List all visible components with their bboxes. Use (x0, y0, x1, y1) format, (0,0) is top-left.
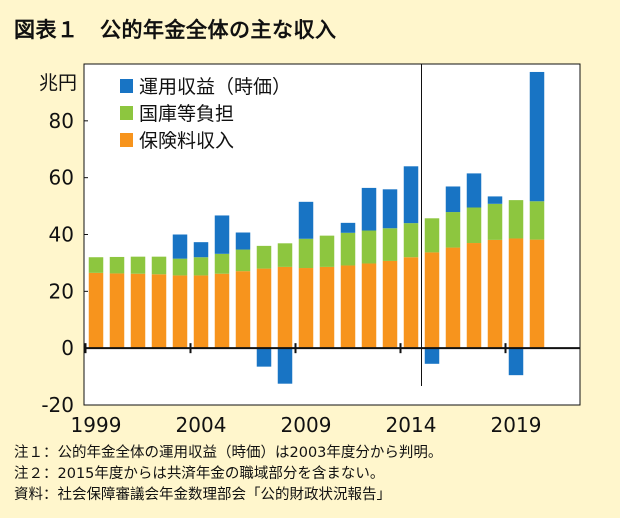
bar-premium-2008 (277, 266, 293, 349)
bar-subsidy-2000 (109, 256, 125, 274)
legend-swatch-premium (120, 133, 133, 147)
bar-investment-2016 (445, 186, 461, 213)
bar-subsidy-2010 (319, 235, 335, 267)
bar-subsidy-1999 (88, 257, 104, 273)
bar-investment-2018 (487, 196, 503, 204)
y-tick-label--20: -20 (41, 393, 74, 417)
legend-label-subsidy: 国庫等負担 (139, 103, 234, 125)
x-tick-label-1999: 1999 (71, 413, 122, 437)
bar-subsidy-2014 (403, 223, 419, 258)
x-tick-label-2004: 2004 (176, 413, 227, 437)
bar-subsidy-2016 (445, 212, 461, 248)
bar-subsidy-2020 (529, 201, 545, 240)
x-tick-label-2014: 2014 (386, 413, 437, 437)
bar-investment-2015 (424, 348, 440, 364)
y-tick-label-20: 20 (49, 279, 74, 303)
bar-subsidy-2007 (256, 245, 272, 269)
bar-investment-2007 (256, 348, 272, 367)
bar-subsidy-2015 (424, 218, 440, 253)
bar-premium-2017 (466, 243, 482, 349)
bar-premium-2019 (508, 238, 524, 349)
bar-subsidy-2011 (340, 232, 356, 266)
bar-premium-2011 (340, 265, 356, 349)
bar-premium-2007 (256, 268, 272, 349)
bar-premium-2016 (445, 247, 461, 349)
legend-swatch-subsidy (120, 106, 133, 120)
bar-subsidy-2019 (508, 200, 524, 239)
bar-subsidy-2002 (151, 256, 167, 275)
x-tick-label-2019: 2019 (491, 413, 542, 437)
legend-label-investment: 運用収益（時価） (139, 76, 291, 98)
bar-investment-2005 (214, 215, 230, 254)
y-tick-label-60: 60 (49, 166, 74, 190)
bar-subsidy-2013 (382, 228, 398, 261)
bar-subsidy-2012 (361, 230, 377, 264)
bar-subsidy-2008 (277, 243, 293, 267)
bar-investment-2017 (466, 173, 482, 208)
bar-subsidy-2005 (214, 253, 230, 274)
bar-premium-2015 (424, 252, 440, 349)
bar-subsidy-2009 (298, 238, 314, 269)
bar-subsidy-2003 (172, 258, 188, 276)
bar-investment-2019 (508, 348, 524, 376)
chart-title: 図表１ 公的年金全体の主な収入 (14, 18, 337, 42)
note-2: 注２：2015年度からは共済年金の職域部分を含まない。 (14, 466, 385, 482)
bar-subsidy-2017 (466, 207, 482, 244)
bar-premium-2005 (214, 273, 230, 349)
bar-premium-2006 (235, 271, 251, 349)
bar-subsidy-2004 (193, 257, 209, 276)
bar-investment-2013 (382, 189, 398, 229)
note-1: 注１：公的年金全体の運用収益（時価）は2003年度分から判明。 (14, 445, 443, 461)
axis-layer: 1999 2004 2009 2014 2019 -20 0 20 40 60 80 兆円 (39, 64, 580, 437)
bar-premium-2002 (151, 274, 167, 349)
bar-premium-2000 (109, 273, 125, 349)
bar-premium-2001 (130, 273, 146, 349)
y-unit-label: 兆円 (39, 72, 77, 94)
y-tick-label-40: 40 (49, 223, 74, 247)
bar-investment-2006 (235, 232, 251, 250)
bar-premium-1999 (88, 272, 104, 349)
bar-investment-2011 (340, 222, 356, 233)
bar-investment-2009 (298, 201, 314, 239)
bars-layer (88, 71, 545, 384)
bar-subsidy-2018 (487, 203, 503, 240)
bar-premium-2020 (529, 239, 545, 349)
bar-premium-2004 (193, 275, 209, 349)
y-tick-label-0: 0 (61, 336, 74, 360)
bar-premium-2012 (361, 263, 377, 349)
bar-investment-2014 (403, 166, 419, 224)
bar-premium-2018 (487, 239, 503, 349)
bar-subsidy-2006 (235, 249, 251, 272)
bar-premium-2009 (298, 268, 314, 349)
bar-premium-2003 (172, 275, 188, 349)
x-tick-label-2009: 2009 (281, 413, 332, 437)
bar-premium-2010 (319, 266, 335, 349)
bar-investment-2003 (172, 234, 188, 259)
bar-investment-2004 (193, 242, 209, 258)
bar-subsidy-2001 (130, 256, 146, 274)
y-tick-label-80: 80 (49, 109, 74, 133)
bar-premium-2013 (382, 260, 398, 349)
bar-premium-2014 (403, 257, 419, 349)
bar-investment-2012 (361, 187, 377, 231)
bar-investment-2008 (277, 348, 293, 384)
legend-label-premium: 保険料収入 (139, 130, 234, 152)
legend-swatch-investment (120, 79, 133, 93)
bar-investment-2020 (529, 71, 545, 202)
source-note: 資料：社会保障審議会年金数理部会「公的財政状況報告」 (14, 487, 391, 503)
